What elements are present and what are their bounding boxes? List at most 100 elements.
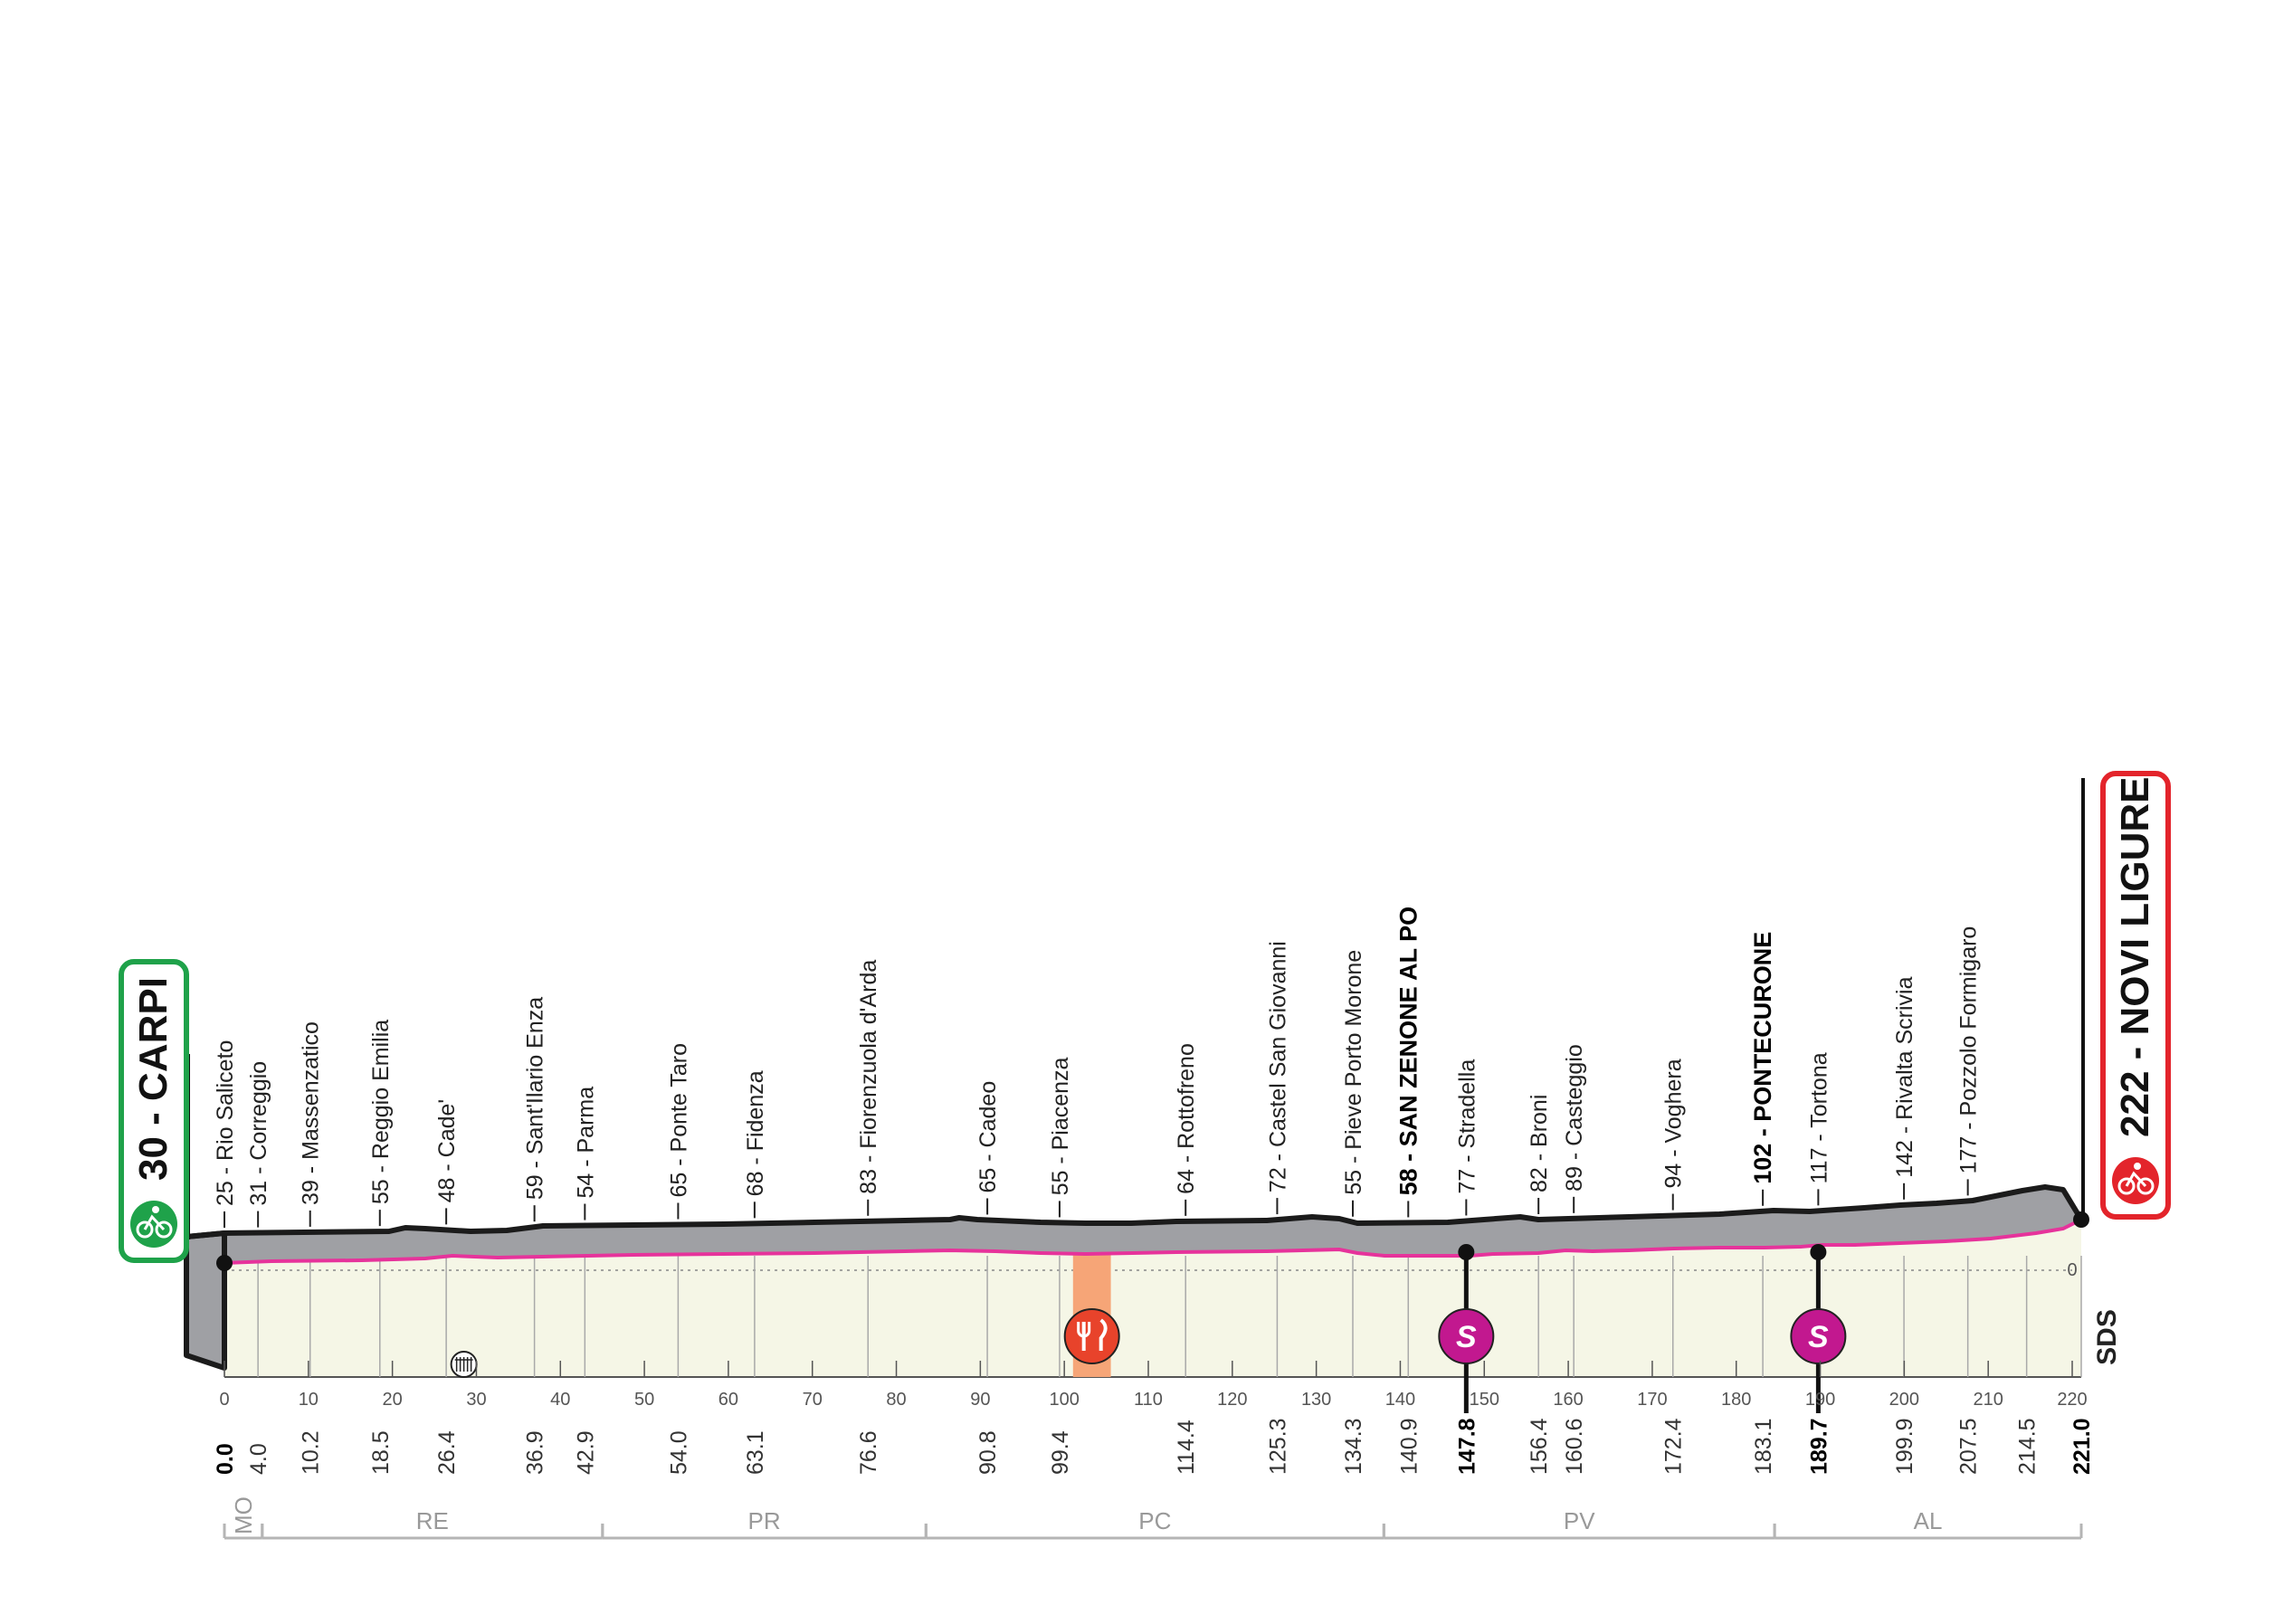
zero-altitude-label: 0 bbox=[2067, 1260, 2077, 1280]
km-mark-label: 134.3 bbox=[1341, 1418, 1366, 1475]
km-mark-label: 156.4 bbox=[1527, 1418, 1552, 1475]
province-label: MO bbox=[230, 1496, 257, 1534]
place-label: 177 - Pozzolo Formigaro bbox=[1956, 926, 1982, 1174]
place-label: 83 - Fiorenzuola d'Arda bbox=[856, 960, 881, 1194]
place-label: 68 - Fidenza bbox=[743, 1070, 768, 1196]
km-mark-label: 63.1 bbox=[743, 1430, 768, 1475]
road-line bbox=[224, 1218, 2082, 1265]
km-mark-label: 172.4 bbox=[1661, 1418, 1687, 1475]
distance-tick-label: 90 bbox=[970, 1390, 990, 1410]
province-segment: PR bbox=[601, 1507, 928, 1540]
feed-zone bbox=[450, 1252, 1120, 1378]
distance-tick-label: 110 bbox=[1134, 1390, 1163, 1410]
distance-tick-label: 210 bbox=[1973, 1390, 2003, 1410]
place-label: 142 - Rivalta Scrivia bbox=[1892, 976, 1917, 1177]
place-leader-lines bbox=[224, 1179, 1969, 1228]
start-icon bbox=[130, 1201, 177, 1248]
km-mark-label: 140.9 bbox=[1396, 1418, 1422, 1475]
km-mark-label: 207.5 bbox=[1956, 1418, 1982, 1475]
sprint-icon bbox=[1790, 1308, 1847, 1364]
km-mark-label: 36.9 bbox=[523, 1430, 548, 1475]
svg-text:S: S bbox=[1808, 1320, 1829, 1354]
km-mark-label: 214.5 bbox=[2015, 1418, 2041, 1475]
distance-tick-label: 20 bbox=[383, 1390, 403, 1410]
svg-text:S: S bbox=[1456, 1320, 1477, 1354]
distance-tick-label: 150 bbox=[1470, 1390, 1499, 1410]
province-label: PR bbox=[748, 1507, 781, 1534]
profile-outline bbox=[186, 1184, 2084, 1239]
distance-tick-label: 220 bbox=[2057, 1390, 2087, 1410]
finish-badge: 222 - NOVI LIGURE bbox=[2100, 771, 2171, 1220]
place-label: 65 - Cadeo bbox=[975, 1081, 1001, 1193]
place-label: 117 - Tortona bbox=[1806, 1052, 1832, 1183]
distance-tick-label: 180 bbox=[1721, 1390, 1751, 1410]
finish-icon bbox=[2112, 1157, 2159, 1204]
place-label: 58 - SAN ZENONE AL PO bbox=[1394, 907, 1422, 1196]
distance-tick-label: 200 bbox=[1889, 1390, 1919, 1410]
sprint-marker: S bbox=[1790, 1244, 1847, 1413]
place-label: 89 - Casteggio bbox=[1562, 1044, 1587, 1192]
km-mark-label: 26.4 bbox=[434, 1430, 460, 1475]
province-segment: AL bbox=[1773, 1507, 2083, 1540]
km-mark-label: 189.7 bbox=[1806, 1418, 1832, 1475]
place-label: 94 - Voghera bbox=[1661, 1059, 1687, 1188]
province-segment: PC bbox=[924, 1507, 1385, 1540]
province-segment: RE bbox=[261, 1507, 604, 1540]
start-wall bbox=[184, 1230, 227, 1371]
place-label: 55 - Pieve Porto Morone bbox=[1341, 950, 1366, 1195]
place-label: 55 - Piacenza bbox=[1048, 1057, 1073, 1195]
km-mark-label: 76.6 bbox=[856, 1430, 881, 1475]
distance-tick-label: 160 bbox=[1553, 1390, 1583, 1410]
feed-icon bbox=[1063, 1308, 1120, 1364]
profile-shape bbox=[184, 1184, 2084, 1371]
km-mark-label: 99.4 bbox=[1048, 1430, 1073, 1475]
profile-plain bbox=[224, 1220, 2081, 1377]
place-label: 39 - Massenzatico bbox=[299, 1021, 324, 1205]
place-label: 55 - Reggio Emilia bbox=[368, 1020, 394, 1204]
distance-tick-label: 40 bbox=[550, 1390, 570, 1410]
place-label: 64 - Rottofreno bbox=[1174, 1043, 1199, 1194]
distance-tick-label: 50 bbox=[634, 1390, 654, 1410]
km-mark-label: 90.8 bbox=[975, 1430, 1001, 1475]
distance-tick-label: 10 bbox=[299, 1390, 319, 1410]
sds-logo: SDS bbox=[2092, 1309, 2122, 1365]
place-label: 72 - Castel San Giovanni bbox=[1265, 941, 1290, 1192]
sprint-icon bbox=[1438, 1308, 1495, 1364]
km-mark-label: 125.3 bbox=[1265, 1418, 1290, 1475]
place-label: 31 - Correggio bbox=[246, 1061, 271, 1206]
km-mark-label: 10.2 bbox=[299, 1430, 324, 1475]
distance-tick-label: 0 bbox=[219, 1390, 229, 1410]
km-mark-label: 54.0 bbox=[666, 1430, 691, 1475]
start-finish: 30 - CARPI 222 - NOVI LIGURE bbox=[119, 771, 2171, 1263]
place-label: 59 - Sant'Ilario Enza bbox=[523, 997, 548, 1200]
start-badge: 30 - CARPI bbox=[119, 959, 189, 1263]
sprint-marker: S bbox=[1438, 1244, 1495, 1413]
distance-tick-label: 30 bbox=[466, 1390, 486, 1410]
finish-label: 222 - NOVI LIGURE bbox=[2113, 776, 2157, 1137]
distance-tick-label: 120 bbox=[1217, 1390, 1247, 1410]
km-marks: 0.0 4.0 10.2 18.5 26.4 36.9 42.9 54.0 63.1 76.6 90… bbox=[213, 1418, 2095, 1475]
place-labels: 25 - Rio Saliceto 31 - Correggio 39 - Mass… bbox=[213, 907, 1982, 1206]
place-label: 102 - PONTECURONE bbox=[1749, 932, 1776, 1184]
province-segment: PV bbox=[1382, 1507, 1776, 1540]
km-mark-label: 147.8 bbox=[1454, 1418, 1480, 1475]
place-label: 82 - Broni bbox=[1527, 1095, 1552, 1192]
place-label: 54 - Parma bbox=[573, 1087, 598, 1199]
distance-tick-label: 170 bbox=[1637, 1390, 1667, 1410]
km-mark-label: 114.4 bbox=[1174, 1420, 1199, 1475]
place-label: 77 - Stradella bbox=[1454, 1059, 1480, 1194]
province-label: PV bbox=[1564, 1507, 1595, 1534]
place-label: 25 - Rio Saliceto bbox=[213, 1040, 238, 1206]
province-segment: MO bbox=[223, 1496, 264, 1540]
distance-tick-label: 130 bbox=[1301, 1390, 1331, 1410]
provinces: MO RE PR PC PV AL bbox=[223, 1496, 2083, 1540]
distance-tick-label: 70 bbox=[803, 1390, 823, 1410]
distance-tick-label: 80 bbox=[886, 1390, 906, 1410]
finish-dot bbox=[2073, 1211, 2089, 1228]
distance-tick-label: 60 bbox=[718, 1390, 738, 1410]
start-label: 30 - CARPI bbox=[131, 977, 176, 1181]
province-label: RE bbox=[416, 1507, 449, 1534]
place-label: 48 - Cade' bbox=[434, 1099, 460, 1203]
distance-tick-label: 140 bbox=[1385, 1390, 1415, 1410]
